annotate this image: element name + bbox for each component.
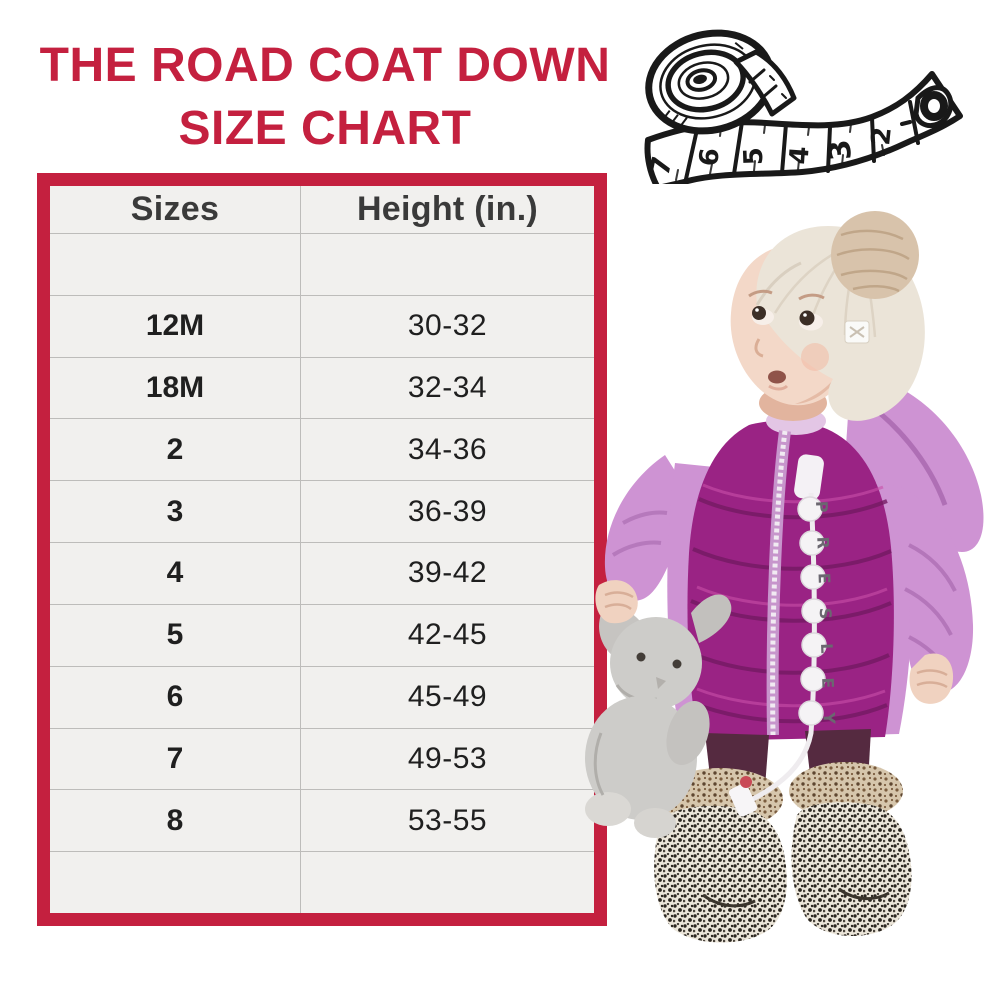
size-cell: 5 <box>50 604 301 666</box>
tape-number: 5 <box>739 147 770 166</box>
height-cell: 42-45 <box>407 618 488 652</box>
height-cell: 36-39 <box>407 494 488 528</box>
tape-number: 2 <box>866 126 898 147</box>
page-title: THE ROAD COAT DOWN SIZE CHART <box>0 34 650 161</box>
height-cell: 49-53 <box>407 741 488 775</box>
height-cell: 39-42 <box>407 556 488 590</box>
size-cell: 6 <box>50 666 301 728</box>
size-cell: 2 <box>50 419 301 481</box>
bunny-head <box>610 617 702 709</box>
table-row: 5 42-45 <box>50 604 594 667</box>
tape-number: 4 <box>784 145 815 165</box>
column-header-sizes: Sizes <box>50 186 301 233</box>
height-cell: 30-32 <box>407 309 488 343</box>
baby-eye <box>799 310 815 326</box>
baby-mouth <box>768 370 786 384</box>
pacifier-clip: PRESLEY <box>728 454 840 817</box>
size-cell: 4 <box>50 543 301 604</box>
tape-divisions <box>684 100 920 181</box>
size-cell: 7 <box>50 728 301 790</box>
bunny-plush <box>585 594 732 838</box>
tape-peel-segment <box>733 49 797 117</box>
tape-numbers: 7 6 5 4 3 2 0 <box>645 126 898 179</box>
table-spacer-row <box>50 234 594 296</box>
baby-photo: PRESLEY <box>585 211 984 943</box>
size-cell: 12M <box>50 295 301 357</box>
table-row: 12M 30-32 <box>50 295 594 358</box>
baby-hand-right <box>909 653 954 704</box>
table-row: 2 34-36 <box>50 419 594 482</box>
baby-legs-boots <box>654 729 912 943</box>
baby-eye <box>752 306 766 320</box>
title-line-1: THE ROAD COAT DOWN <box>39 39 611 92</box>
tape-grommet-ring <box>920 91 948 121</box>
tape-peel-lines <box>748 68 787 100</box>
height-cell: 32-34 <box>407 371 488 405</box>
tape-number: 6 <box>694 147 726 168</box>
table-row: 18M 32-34 <box>50 357 594 420</box>
height-cell: 53-55 <box>407 803 488 837</box>
height-cell: 34-36 <box>407 432 488 466</box>
table-row: 4 39-42 <box>50 543 594 605</box>
title-line-2: SIZE CHART <box>178 102 472 156</box>
height-cell: 45-49 <box>407 680 488 714</box>
table-row: 7 49-53 <box>50 728 594 791</box>
baby-coat <box>604 371 984 741</box>
clip-red-detail <box>740 776 752 788</box>
table-row: 8 53-55 <box>50 790 594 853</box>
table-row: 3 36-39 <box>50 481 594 544</box>
size-cell: 18M <box>50 357 301 419</box>
table-row: 6 45-49 <box>50 666 594 729</box>
table-spacer-row <box>50 852 594 913</box>
tape-ribbon <box>644 71 963 184</box>
size-cell: 3 <box>50 481 301 543</box>
size-cell: 8 <box>50 790 301 852</box>
baby-hand-left <box>595 580 638 624</box>
table-header-row: Sizes Height (in.) <box>50 186 594 234</box>
measuring-tape-icon: 7 6 5 4 3 2 0 <box>644 29 963 184</box>
column-header-height: Height (in.) <box>356 190 539 228</box>
tape-number: 3 <box>822 138 859 162</box>
baby-head <box>730 211 925 421</box>
size-table: Sizes Height (in.) 12M 30-32 18M 32-34 2… <box>37 173 607 926</box>
